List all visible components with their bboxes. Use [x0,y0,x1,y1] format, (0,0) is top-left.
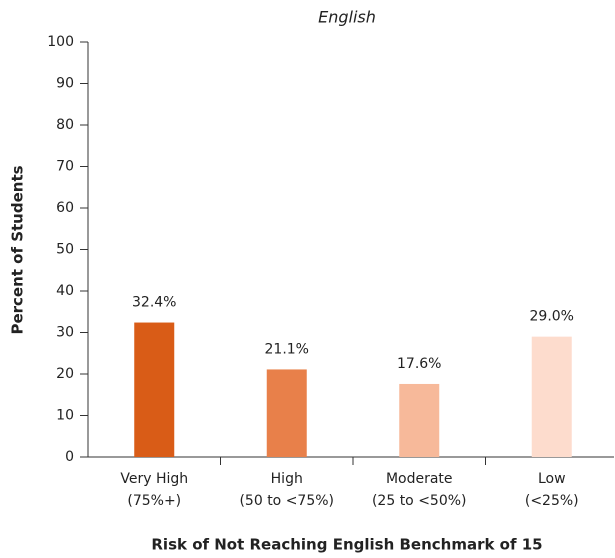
chart-title: English [318,8,376,27]
value-label: 29.0% [530,309,574,325]
y-tick-label: 30 [56,325,74,341]
y-tick-label: 0 [65,449,74,465]
bar [399,383,440,457]
bar [266,369,307,457]
x-tick-label: Moderate [386,471,453,487]
value-label: 21.1% [265,341,309,357]
y-tick-label: 60 [56,200,74,216]
value-label: 32.4% [132,295,176,311]
x-tick-label: (75%+) [127,493,181,509]
y-tick-label: 40 [56,283,74,299]
value-label: 17.6% [397,356,441,372]
y-tick-label: 20 [56,366,74,382]
y-tick-label: 70 [56,159,74,175]
y-tick-label: 100 [47,34,74,50]
y-tick-label: 50 [56,242,74,258]
x-tick-label: Very High [120,471,188,487]
y-axis-label: Percent of Students [9,165,27,334]
bar [531,336,572,457]
y-tick-label: 10 [56,408,74,424]
x-tick-label: (25 to <50%) [372,493,467,509]
x-axis-label: Risk of Not Reaching English Benchmark o… [151,536,542,554]
y-tick-label: 80 [56,117,74,133]
x-tick-label: (<25%) [525,493,579,509]
x-tick-label: (50 to <75%) [239,493,334,509]
y-tick-label: 90 [56,76,74,92]
x-tick-label: High [271,471,303,487]
x-tick-label: Low [538,471,566,487]
bar [134,322,175,457]
